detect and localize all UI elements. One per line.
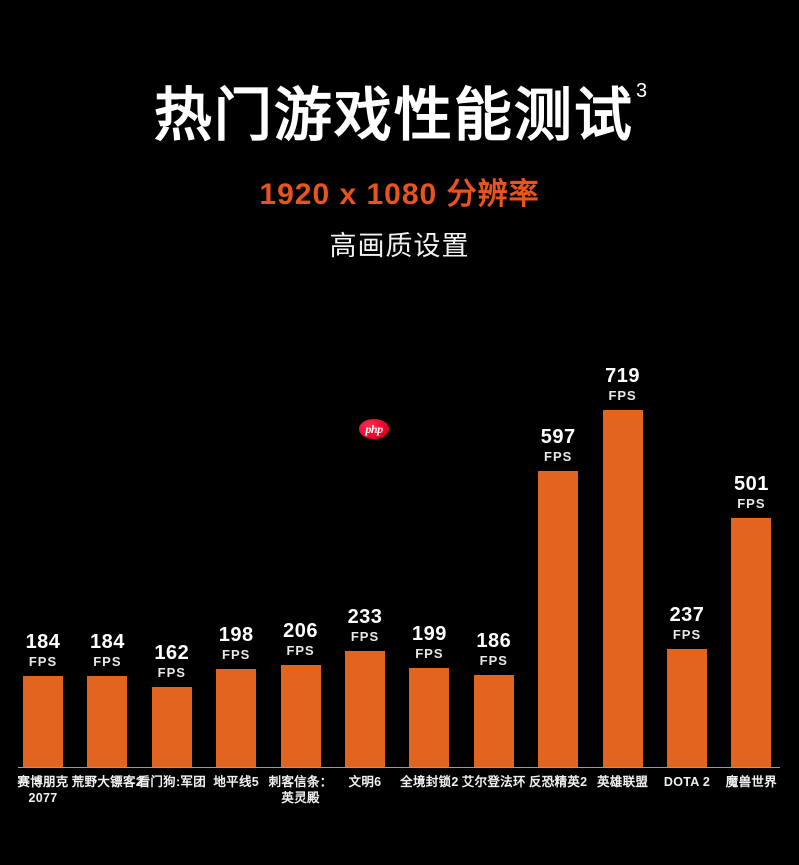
x-axis-category-label: 全境封锁2 — [400, 775, 459, 789]
bar-value-label: 237 FPS — [670, 605, 705, 641]
bar-column: 237 FPS — [667, 330, 707, 767]
bar — [602, 410, 643, 767]
page-title-superscript: 3 — [635, 79, 648, 102]
bar-value-unit: FPS — [157, 665, 186, 680]
x-axis-category-label: 赛博朋克 2077 — [17, 775, 69, 805]
bar-value-number: 501 — [733, 473, 769, 495]
bar-value-label: 162 FPS — [154, 643, 189, 679]
bar-value-number: 162 — [154, 642, 190, 664]
bar-column: 597 FPS — [538, 330, 579, 767]
bar-value-number: 198 — [218, 624, 254, 646]
page-title-text: 热门游戏性能测试 — [153, 83, 634, 148]
bar-value-unit: FPS — [479, 653, 508, 668]
bar-value-number: 184 — [25, 631, 61, 653]
x-axis-category-label: 看门狗:军团 — [137, 775, 207, 789]
bar-value-label: 198 FPS — [219, 625, 254, 661]
bar — [216, 669, 257, 767]
x-axis-category-label: 艾尔登法环 — [461, 775, 526, 789]
page-title: 热门游戏性能测试 3 — [153, 80, 647, 148]
bar-value-number: 237 — [669, 604, 705, 626]
bar-value-number: 199 — [411, 623, 447, 645]
bar — [731, 518, 772, 767]
bar-value-number: 597 — [540, 426, 576, 448]
bar-value-label: 233 FPS — [348, 607, 383, 643]
chart-plot-area: 184 FPS 184 FPS 162 FPS 198 FPS 206 FPS 233 FPS 199 F… — [0, 330, 799, 767]
bar-value-label: 719 FPS — [605, 366, 640, 402]
bar — [280, 665, 321, 767]
bar-value-number: 186 — [476, 630, 512, 652]
subtitle-resolution: 1920 x 1080 分辨率 — [259, 177, 540, 211]
x-axis-category-label: 荒野大镖客2 — [71, 775, 144, 789]
bar-value-unit: FPS — [608, 388, 637, 403]
bar-value-unit: FPS — [672, 627, 702, 642]
bar-value-unit: FPS — [28, 654, 58, 669]
php-watermark-logo: php — [359, 419, 389, 439]
x-axis-category-label: 英雄联盟 — [596, 775, 649, 789]
bar — [151, 687, 192, 767]
bar-value-unit: FPS — [544, 449, 573, 464]
bar-column: 198 FPS — [216, 330, 257, 767]
bar-column: 184 FPS — [87, 330, 128, 767]
bar-column: 186 FPS — [473, 330, 514, 767]
bar-value-unit: FPS — [222, 647, 251, 662]
bar-value-number: 206 — [283, 620, 319, 642]
bar-value-label: 597 FPS — [541, 427, 576, 463]
bar-column: 233 FPS — [345, 330, 385, 767]
bar-column: 199 FPS — [409, 330, 450, 767]
bar — [87, 676, 128, 767]
bar-value-unit: FPS — [415, 646, 444, 661]
bar-column: 162 FPS — [151, 330, 192, 767]
bar-value-label: 184 FPS — [90, 632, 125, 668]
bar-column: 501 FPS — [731, 330, 772, 767]
bar-column: 184 FPS — [23, 330, 63, 767]
php-watermark-text: php — [365, 422, 383, 436]
bar-value-unit: FPS — [286, 643, 315, 658]
bar — [409, 668, 450, 767]
bar-value-label: 199 FPS — [412, 624, 447, 660]
header: 热门游戏性能测试 3 1920 x 1080 分辨率 高画质设置 — [0, 0, 799, 263]
x-axis-category-label: 魔兽世界 — [725, 775, 777, 789]
fps-bar-chart: 184 FPS 184 FPS 162 FPS 198 FPS 206 FPS 233 FPS 199 F… — [0, 330, 799, 830]
bar-value-unit: FPS — [93, 654, 122, 669]
bar-value-label: 501 FPS — [734, 474, 769, 510]
bar-value-number: 719 — [605, 365, 641, 387]
bar-value-label: 206 FPS — [283, 621, 318, 657]
bar-column: 206 FPS — [280, 330, 321, 767]
x-axis-category-label: 反恐精英2 — [528, 775, 588, 789]
x-axis-line — [18, 767, 780, 768]
bar-value-number: 184 — [89, 631, 125, 653]
bar — [538, 471, 579, 767]
subtitle-quality: 高画质设置 — [329, 230, 470, 261]
x-axis-category-label: DOTA 2 — [663, 775, 711, 789]
bar — [473, 675, 514, 767]
x-axis-category-label: 文明6 — [348, 775, 382, 789]
bar-value-label: 184 FPS — [26, 632, 61, 668]
bar — [667, 649, 707, 767]
bar — [23, 676, 63, 767]
bar-column: 719 FPS — [602, 330, 643, 767]
x-axis-category-label: 刺客信条： 英灵殿 — [268, 775, 333, 805]
bar-value-unit: FPS — [350, 629, 380, 644]
bar — [345, 651, 385, 767]
x-axis-category-label: 地平线5 — [213, 775, 260, 789]
bar-value-number: 233 — [347, 606, 383, 628]
bar-value-label: 186 FPS — [476, 631, 511, 667]
bar-value-unit: FPS — [737, 496, 766, 511]
